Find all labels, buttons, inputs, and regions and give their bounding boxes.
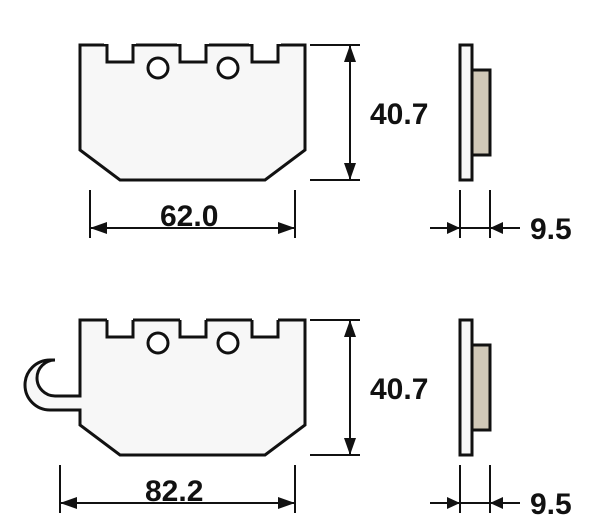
diagram-svg [0, 0, 600, 526]
pad1-height-label: 40.7 [370, 98, 428, 132]
pad2-height-label: 40.7 [370, 373, 428, 407]
pad1-thick-label: 9.5 [530, 213, 572, 247]
pad1-front [80, 36, 305, 180]
pad2-thick-label: 9.5 [530, 488, 572, 522]
pad1-width-label: 62.0 [160, 200, 218, 234]
pad1-height-dim [310, 45, 360, 180]
pad2-height-dim [310, 320, 360, 455]
pad2-width-label: 82.2 [145, 475, 203, 509]
pad2-front [25, 312, 305, 455]
pad1-side [460, 45, 490, 180]
pad2-side [460, 320, 490, 455]
pad2-thickness-dim [430, 465, 520, 513]
pad1-thickness-dim [430, 190, 520, 238]
diagram-canvas: 40.7 62.0 9.5 40.7 82.2 9.5 [0, 0, 600, 526]
